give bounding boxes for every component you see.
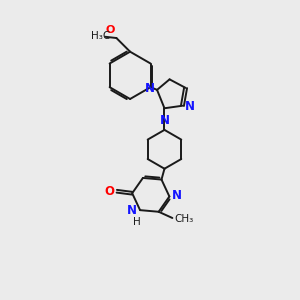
Text: O: O xyxy=(105,25,114,35)
Text: CH₃: CH₃ xyxy=(174,214,194,224)
Text: H₃C: H₃C xyxy=(91,31,110,41)
Text: N: N xyxy=(160,114,170,127)
Text: O: O xyxy=(104,185,114,198)
Text: N: N xyxy=(185,100,195,113)
Text: N: N xyxy=(172,190,182,202)
Text: H: H xyxy=(133,217,141,227)
Text: N: N xyxy=(127,204,137,217)
Text: N: N xyxy=(145,82,154,95)
